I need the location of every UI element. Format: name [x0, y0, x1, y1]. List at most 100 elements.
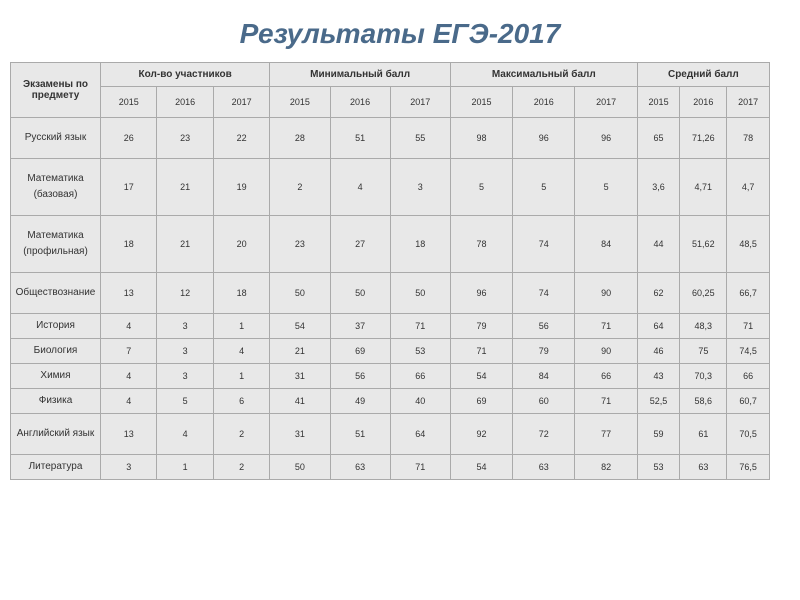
data-cell: 18: [101, 216, 157, 273]
header-year: 2015: [270, 87, 330, 118]
header-group-participants: Кол-во участников: [101, 63, 270, 87]
data-cell: 96: [513, 118, 575, 159]
data-cell: 69: [450, 389, 512, 414]
header-year: 2015: [637, 87, 680, 118]
data-cell: 5: [575, 159, 637, 216]
data-cell: 2: [270, 159, 330, 216]
header-year: 2016: [157, 87, 213, 118]
data-cell: 4: [157, 414, 213, 455]
data-cell: 70,3: [680, 364, 727, 389]
data-cell: 52,5: [637, 389, 680, 414]
page-title: Результаты ЕГЭ-2017: [0, 0, 800, 62]
header-year: 2017: [575, 87, 637, 118]
data-cell: 1: [157, 455, 213, 480]
data-cell: 60: [513, 389, 575, 414]
data-cell: 19: [213, 159, 269, 216]
data-cell: 65: [637, 118, 680, 159]
data-cell: 66,7: [727, 273, 770, 314]
table-row: Физика45641494069607152,558,660,7: [11, 389, 770, 414]
data-cell: 50: [390, 273, 450, 314]
table-row: Математика (профильная)18212023271878748…: [11, 216, 770, 273]
data-cell: 51: [330, 414, 390, 455]
data-cell: 71: [727, 314, 770, 339]
data-cell: 3: [390, 159, 450, 216]
data-cell: 71: [390, 314, 450, 339]
data-cell: 58,6: [680, 389, 727, 414]
data-cell: 2: [213, 414, 269, 455]
header-year: 2016: [513, 87, 575, 118]
data-cell: 46: [637, 339, 680, 364]
data-cell: 84: [513, 364, 575, 389]
header-year: 2016: [330, 87, 390, 118]
data-cell: 18: [390, 216, 450, 273]
header-group-avg: Средний балл: [637, 63, 769, 87]
data-cell: 5: [157, 389, 213, 414]
header-year: 2016: [680, 87, 727, 118]
data-cell: 60,7: [727, 389, 770, 414]
header-subject: Экзамены по предмету: [11, 63, 101, 118]
data-cell: 76,5: [727, 455, 770, 480]
table-row: Английский язык1342315164927277596170,5: [11, 414, 770, 455]
header-group-min: Минимальный балл: [270, 63, 450, 87]
data-cell: 23: [270, 216, 330, 273]
data-cell: 41: [270, 389, 330, 414]
data-cell: 31: [270, 364, 330, 389]
data-cell: 66: [575, 364, 637, 389]
data-cell: 71: [575, 389, 637, 414]
data-cell: 4: [213, 339, 269, 364]
data-cell: 61: [680, 414, 727, 455]
data-cell: 72: [513, 414, 575, 455]
data-cell: 54: [450, 455, 512, 480]
data-cell: 79: [513, 339, 575, 364]
data-cell: 3,6: [637, 159, 680, 216]
data-cell: 56: [330, 364, 390, 389]
data-cell: 22: [213, 118, 269, 159]
data-cell: 4,71: [680, 159, 727, 216]
data-cell: 71,26: [680, 118, 727, 159]
subject-cell: История: [11, 314, 101, 339]
data-cell: 53: [390, 339, 450, 364]
header-year: 2017: [213, 87, 269, 118]
data-cell: 44: [637, 216, 680, 273]
data-cell: 49: [330, 389, 390, 414]
table-row: Математика (базовая)1721192435553,64,714…: [11, 159, 770, 216]
data-cell: 37: [330, 314, 390, 339]
data-cell: 62: [637, 273, 680, 314]
subject-cell: Математика (базовая): [11, 159, 101, 216]
table-row: История4315437717956716448,371: [11, 314, 770, 339]
data-cell: 51,62: [680, 216, 727, 273]
data-cell: 54: [450, 364, 512, 389]
header-year: 2015: [101, 87, 157, 118]
data-cell: 79: [450, 314, 512, 339]
data-cell: 54: [270, 314, 330, 339]
data-cell: 53: [637, 455, 680, 480]
results-table: Экзамены по предмету Кол-во участников М…: [10, 62, 770, 480]
data-cell: 40: [390, 389, 450, 414]
data-cell: 27: [330, 216, 390, 273]
data-cell: 4: [330, 159, 390, 216]
header-year: 2015: [450, 87, 512, 118]
table-row: Обществознание1312185050509674906260,256…: [11, 273, 770, 314]
data-cell: 13: [101, 273, 157, 314]
data-cell: 28: [270, 118, 330, 159]
data-cell: 63: [513, 455, 575, 480]
data-cell: 74: [513, 216, 575, 273]
data-cell: 66: [390, 364, 450, 389]
data-cell: 21: [157, 216, 213, 273]
subject-cell: Литература: [11, 455, 101, 480]
data-cell: 5: [450, 159, 512, 216]
data-cell: 12: [157, 273, 213, 314]
data-cell: 4: [101, 364, 157, 389]
data-cell: 78: [727, 118, 770, 159]
subject-cell: Химия: [11, 364, 101, 389]
data-cell: 18: [213, 273, 269, 314]
subject-cell: Английский язык: [11, 414, 101, 455]
data-cell: 7: [101, 339, 157, 364]
data-cell: 55: [390, 118, 450, 159]
data-cell: 96: [575, 118, 637, 159]
table-header: Экзамены по предмету Кол-во участников М…: [11, 63, 770, 118]
data-cell: 78: [450, 216, 512, 273]
subject-cell: Обществознание: [11, 273, 101, 314]
subject-cell: Биология: [11, 339, 101, 364]
data-cell: 31: [270, 414, 330, 455]
